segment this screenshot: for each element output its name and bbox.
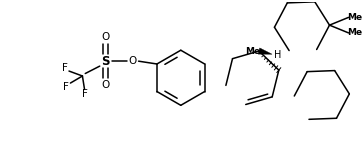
Text: F: F	[63, 82, 68, 92]
Text: Me: Me	[348, 28, 362, 37]
Text: Me: Me	[348, 13, 362, 22]
Text: O: O	[101, 80, 109, 90]
Polygon shape	[258, 48, 272, 54]
Text: S: S	[101, 55, 110, 68]
Text: F: F	[82, 89, 88, 99]
Text: F: F	[62, 63, 68, 73]
Text: O: O	[129, 56, 137, 66]
Text: Me: Me	[245, 47, 261, 56]
Text: O: O	[101, 32, 109, 42]
Text: H: H	[274, 50, 281, 60]
